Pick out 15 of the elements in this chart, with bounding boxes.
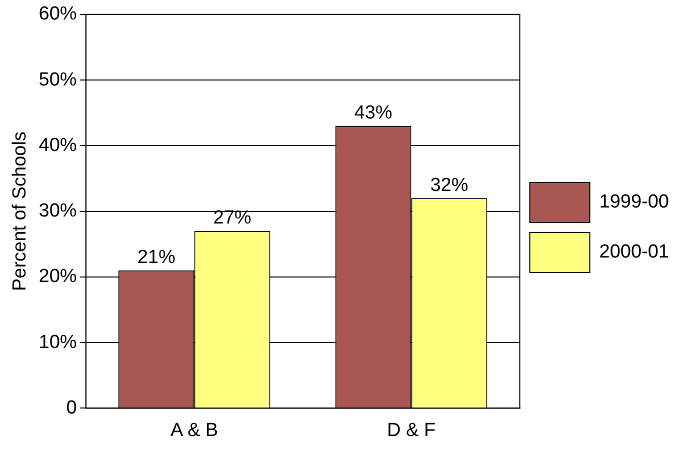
y-tick-label: 10% — [38, 332, 77, 353]
data-label: 21% — [137, 247, 176, 268]
legend-label: 1999-00 — [599, 192, 670, 213]
y-tick-label: 40% — [38, 134, 77, 156]
data-label: 43% — [354, 102, 392, 124]
y-tick-label: 60% — [38, 4, 77, 25]
x-tick-label: D & F — [387, 420, 436, 441]
y-axis-title: Percent of Schools — [10, 132, 31, 292]
y-tick-label: 50% — [38, 69, 77, 90]
x-tick-label: A & B — [170, 420, 218, 441]
legend-label: 2000-01 — [599, 242, 670, 263]
data-label: 32% — [430, 174, 468, 196]
y-tick-label: 30% — [38, 200, 77, 222]
y-tick-label: 0 — [66, 397, 77, 418]
y-tick-label: 20% — [38, 266, 77, 288]
